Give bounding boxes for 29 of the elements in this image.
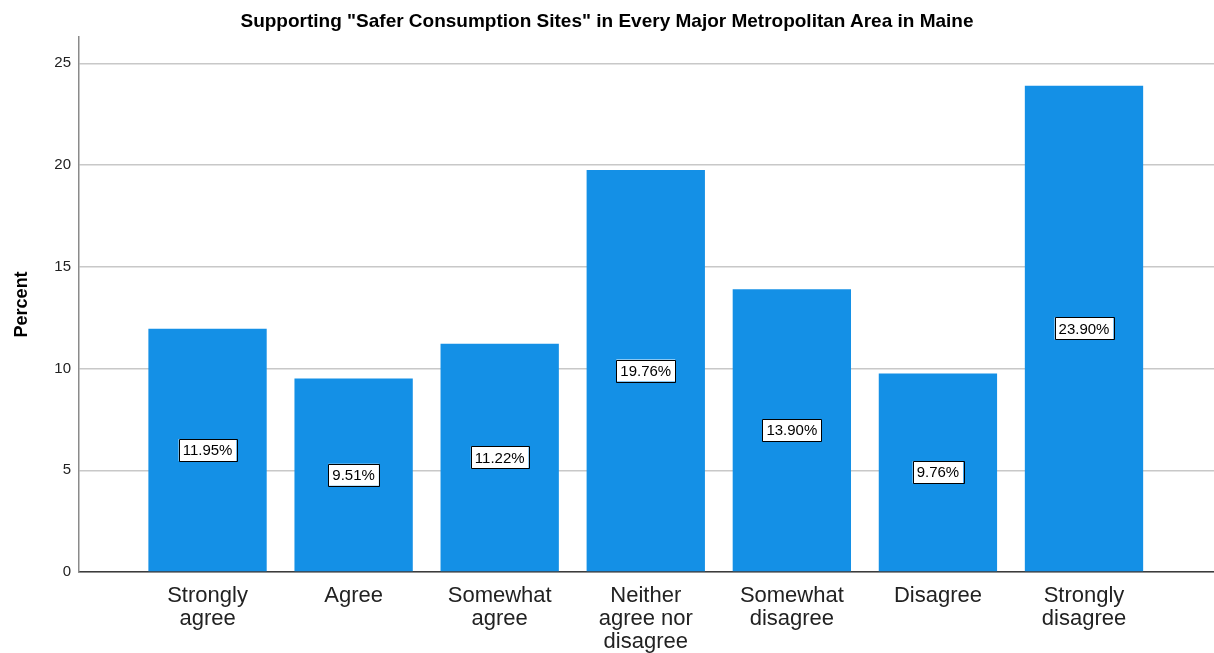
x-tick-label: Disagree bbox=[893, 581, 982, 607]
chart-title: Supporting "Safer Consumption Sites" in Every Major Metropolitan Area in Maine bbox=[240, 9, 974, 31]
data-label: 11.95% bbox=[182, 441, 233, 459]
y-tick-label: 20 bbox=[54, 155, 71, 173]
bar bbox=[1024, 85, 1144, 572]
x-tick-label: Strongly agree bbox=[167, 581, 248, 630]
bar bbox=[878, 373, 998, 572]
x-tick-label: Agree bbox=[324, 581, 383, 607]
y-axis-title: Percent bbox=[10, 271, 31, 338]
x-tick-label: Somewhat agree bbox=[447, 581, 552, 630]
x-tick-label: Strongly disagree bbox=[1041, 581, 1127, 630]
y-tick-label: 5 bbox=[62, 460, 71, 478]
y-tick-label: 0 bbox=[62, 562, 71, 580]
data-label: 13.90% bbox=[766, 421, 818, 439]
data-label: 23.90% bbox=[1058, 319, 1110, 337]
y-tick-label: 25 bbox=[54, 53, 71, 71]
bar bbox=[294, 378, 413, 572]
x-tick-label: Somewhat disagree bbox=[739, 581, 844, 630]
x-tick-label: Neither agree nor disagree bbox=[598, 581, 693, 653]
y-tick-label: 10 bbox=[54, 358, 71, 376]
bar bbox=[148, 328, 267, 572]
bar bbox=[732, 289, 852, 572]
y-tick-label: 15 bbox=[54, 256, 71, 274]
data-label: 9.76% bbox=[916, 463, 960, 481]
data-label: 11.22% bbox=[474, 448, 525, 466]
data-label: 9.51% bbox=[332, 466, 375, 483]
data-label: 19.76% bbox=[620, 361, 672, 379]
bar bbox=[586, 169, 705, 572]
bar bbox=[440, 343, 559, 572]
